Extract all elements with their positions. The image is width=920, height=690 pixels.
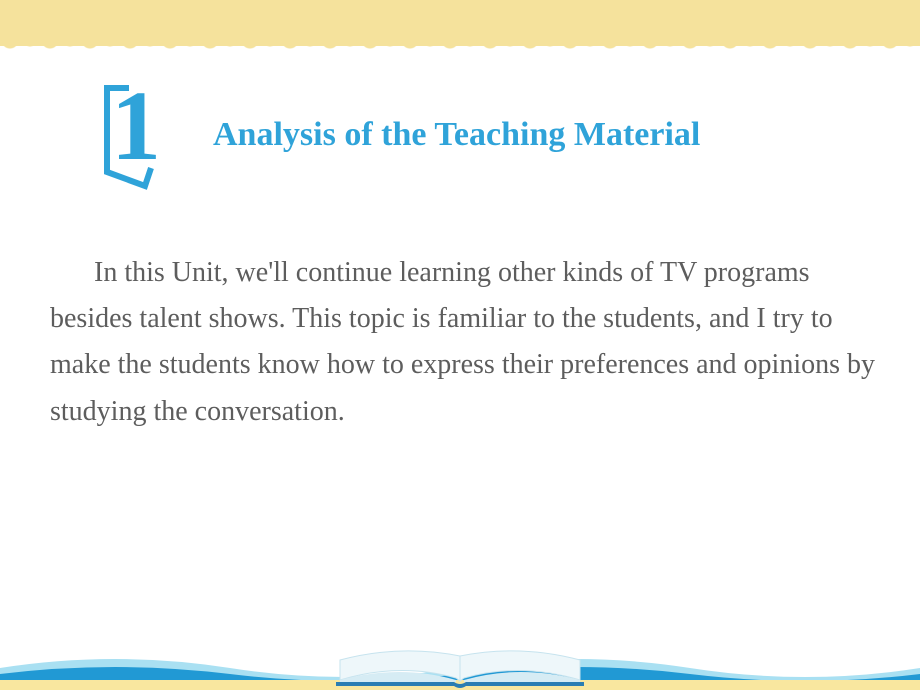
- section-number: 1: [111, 76, 211, 176]
- body-paragraph-text: In this Unit, we'll continue learning ot…: [50, 257, 875, 427]
- section-title: Analysis of the Teaching Material: [213, 116, 700, 154]
- open-book-icon: [330, 648, 590, 690]
- section-header: 1 Analysis of the Teaching Material: [95, 80, 700, 190]
- top-decorative-band: [0, 0, 920, 46]
- section-number-badge: 1: [95, 80, 195, 190]
- body-paragraph: In this Unit, we'll continue learning ot…: [50, 250, 890, 435]
